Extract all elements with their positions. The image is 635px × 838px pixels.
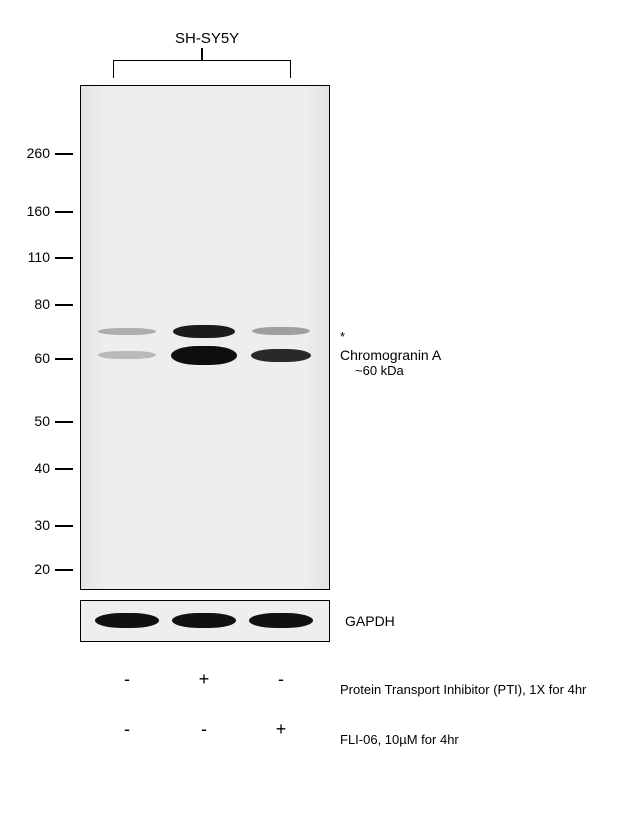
blot-band-upper	[252, 327, 310, 335]
mw-marker-label: 20	[10, 561, 50, 577]
mw-marker-tick	[55, 304, 73, 306]
cell-line-label: SH-SY5Y	[175, 30, 239, 47]
gapdh-band	[172, 613, 236, 628]
mw-marker-label: 160	[10, 203, 50, 219]
blot-band-target	[171, 346, 237, 365]
treatment-label: FLI-06, 10µM for 4hr	[340, 732, 459, 747]
treatment-symbol: -	[271, 669, 291, 690]
mw-marker-label: 260	[10, 145, 50, 161]
gapdh-band	[95, 613, 159, 628]
mw-marker-label: 110	[10, 249, 50, 265]
mw-marker-label: 80	[10, 296, 50, 312]
nonspecific-star: *	[340, 329, 345, 344]
mw-marker-label: 60	[10, 350, 50, 366]
treatment-symbol: +	[194, 669, 214, 690]
treatment-symbol: +	[271, 719, 291, 740]
mw-marker-tick	[55, 525, 73, 527]
treatment-symbol: -	[117, 719, 137, 740]
mw-marker-tick	[55, 421, 73, 423]
blot-band-upper	[98, 328, 156, 335]
mw-marker-label: 30	[10, 517, 50, 533]
treatment-symbol: -	[194, 719, 214, 740]
mw-marker-tick	[55, 257, 73, 259]
blot-band-target	[251, 349, 311, 362]
target-protein-name: Chromogranin A	[340, 347, 441, 363]
mw-marker-tick	[55, 153, 73, 155]
cell-line-bracket	[113, 60, 291, 78]
gapdh-label: GAPDH	[345, 613, 395, 629]
mw-marker-label: 40	[10, 460, 50, 476]
blot-band-upper	[173, 325, 235, 338]
mw-marker-tick	[55, 211, 73, 213]
target-protein-size: ~60 kDa	[355, 363, 404, 378]
gapdh-band	[249, 613, 313, 628]
blot-band-target	[98, 351, 156, 359]
treatment-symbol: -	[117, 669, 137, 690]
mw-marker-tick	[55, 468, 73, 470]
main-blot-panel	[80, 85, 330, 590]
treatment-label: Protein Transport Inhibitor (PTI), 1X fo…	[340, 682, 586, 697]
mw-marker-tick	[55, 569, 73, 571]
cell-line-bracket-stem	[201, 48, 203, 60]
mw-marker-label: 50	[10, 413, 50, 429]
mw-marker-tick	[55, 358, 73, 360]
